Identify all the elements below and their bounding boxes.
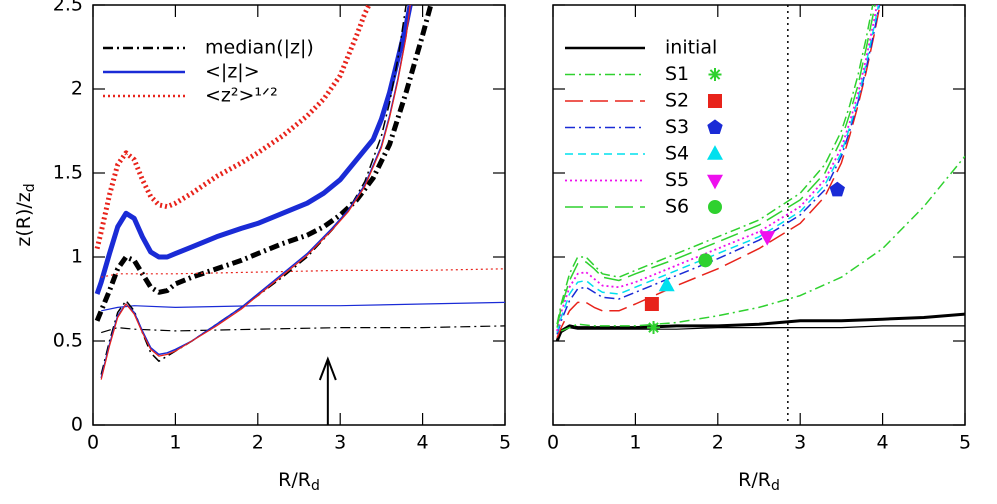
x-tick-label: 1	[169, 432, 181, 454]
series-line	[94, 5, 413, 295]
series-line	[101, 301, 505, 312]
x-axis-label-text: R/R	[738, 469, 771, 491]
x-axis-label: R/Rd	[738, 469, 780, 495]
x-tick-label: 4	[417, 432, 429, 454]
x-tick-label: 3	[334, 432, 346, 454]
arrow-head	[318, 356, 337, 381]
frame	[92, 4, 506, 426]
x-tick-label: 0	[87, 432, 99, 454]
x-axis-label-sub: d	[311, 478, 320, 494]
legend-label: initial	[665, 37, 717, 59]
series-line	[556, 5, 878, 332]
legend-label: S3	[665, 116, 689, 138]
data-point	[698, 253, 713, 268]
legend-label: S6	[665, 196, 689, 218]
legend-marker	[707, 145, 723, 160]
data-point	[829, 181, 845, 197]
frame	[552, 4, 966, 426]
x-tick-label: 2	[252, 432, 264, 454]
y-tick-label: 0	[71, 414, 83, 436]
x-tick-label: 1	[629, 432, 641, 454]
legend-label: median(|z|)	[205, 37, 314, 59]
x-tick-label: 2	[712, 432, 724, 454]
legend-marker	[707, 119, 723, 135]
y-axis-label: z(R)/zd	[13, 183, 39, 246]
x-axis-label: R/Rd	[278, 469, 320, 495]
plot-area	[94, 5, 505, 380]
series-line	[560, 155, 965, 332]
y-tick-label: 2.5	[53, 0, 83, 16]
legend-label: S2	[665, 90, 689, 112]
y-axis-label-sub: d	[22, 183, 38, 192]
x-tick-label: 3	[794, 432, 806, 454]
panel: 0 1 2 3 4 5 R/Rd initial S1 S2 S3 S4 S5 S6	[547, 4, 971, 495]
legend-label: S1	[665, 63, 689, 85]
series-line	[94, 5, 434, 322]
series-line	[100, 5, 411, 380]
legend-label: <z²>¹ᐟ²	[205, 85, 278, 107]
panel: 0 1 2 3 4 500.511.522.5R/Rdz(R)/zdmedian(|z|)…	[13, 0, 512, 494]
plot-area	[555, 5, 965, 342]
series-line	[94, 5, 372, 250]
series-line	[556, 5, 881, 338]
x-tick-label: 5	[499, 432, 511, 454]
x-tick-label: 4	[877, 432, 889, 454]
x-axis-label-sub: d	[771, 478, 780, 494]
y-tick-label: 2	[71, 78, 83, 100]
y-tick-label: 1	[71, 246, 83, 268]
legend-label: S5	[665, 169, 689, 191]
series-line	[556, 5, 874, 325]
x-axis-label-text: R/R	[278, 469, 311, 491]
legend-marker	[708, 68, 722, 81]
x-tick-label: 5	[959, 432, 971, 454]
y-tick-label: 1.5	[53, 162, 83, 184]
series-line	[101, 268, 505, 278]
y-tick-label: 0.5	[53, 330, 83, 352]
series-line	[556, 325, 965, 342]
legend-label: <|z|>	[205, 61, 260, 83]
legend-marker	[707, 174, 723, 190]
x-tick-label: 0	[547, 432, 559, 454]
series-line	[100, 5, 407, 375]
data-point	[644, 297, 659, 312]
data-point	[759, 231, 776, 246]
series-line	[555, 312, 965, 342]
legend-marker	[707, 200, 723, 214]
data-point	[658, 276, 675, 292]
data-point	[647, 321, 661, 335]
series-line	[556, 5, 876, 328]
legend-label: S4	[665, 143, 689, 165]
series-line	[556, 5, 880, 333]
series-line	[101, 325, 505, 334]
y-axis-label-text: z(R)/z	[13, 192, 35, 246]
legend-marker	[708, 94, 722, 108]
